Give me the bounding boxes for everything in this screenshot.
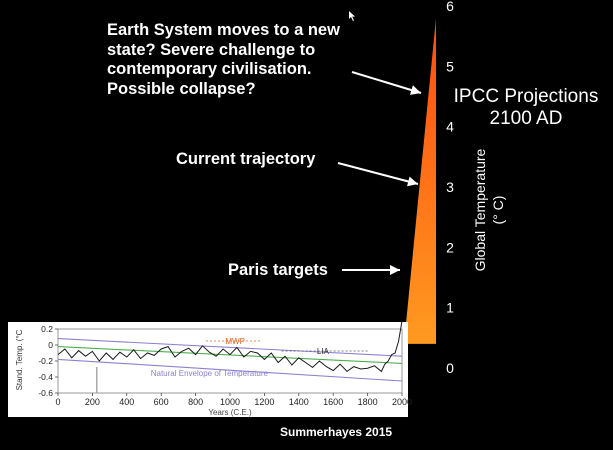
x-tick-label: 1600: [323, 397, 343, 407]
paleo-gap-bar: [96, 367, 98, 393]
current-arrow: [337, 162, 419, 185]
current-trajectory-annotation: Current trajectory: [176, 150, 316, 168]
x-tick-label: 400: [119, 397, 134, 407]
y-tick-label: 1: [446, 300, 454, 316]
mouse-cursor-icon: [349, 11, 355, 21]
collapse-annotation: Earth System moves to a new state? Sever…: [107, 21, 340, 99]
current-arrow-head: [407, 176, 418, 187]
y-tick-label: 6: [446, 0, 454, 14]
collapse-arrow-head: [409, 85, 421, 95]
collapse-arrow: [351, 71, 422, 94]
x-tick-label: 2000: [392, 397, 412, 407]
x-tick-label: 600: [154, 397, 169, 407]
y-tick-label: 0: [48, 340, 53, 350]
collapse-line: Possible collapse?: [107, 79, 256, 98]
x-axis-label: Years (C.E.): [208, 408, 252, 417]
collapse-line: state? Severe challenge to: [107, 40, 316, 59]
y-tick-label: -0.4: [38, 372, 53, 382]
envelope-upper-line: [57, 338, 403, 357]
projection-label-line: IPCC Projections: [453, 86, 599, 107]
annotation-arrows: [337, 71, 422, 275]
envelope-label: Natural Envelope of Temperature: [151, 369, 269, 378]
mwp-label: MWP: [225, 337, 245, 346]
paris-targets-annotation: Paris targets: [228, 261, 328, 279]
y-tick-label: 2: [446, 239, 454, 255]
x-tick-label: 1200: [254, 397, 274, 407]
y-axis-label: Stand. Temp. (°C: [15, 329, 24, 390]
x-tick-label: 0: [55, 397, 60, 407]
x-tick-label: 1400: [289, 397, 309, 407]
y-tick-label: 5: [446, 58, 454, 74]
projection-wedge: [404, 18, 436, 344]
x-tick-label: 1800: [358, 397, 378, 407]
x-tick-label: 200: [85, 397, 100, 407]
y-tick-label: 0: [446, 360, 454, 376]
paleo-chart: 0 200 400 600 800 1000 1200 1400 1600 1800 2000 0.2…: [8, 320, 412, 417]
y-tick-label: 0.2: [41, 324, 53, 334]
y-axis-label: (° C): [490, 196, 506, 225]
projection-label-line: 2100 AD: [489, 108, 563, 129]
source-credit: Summerhayes 2015: [280, 425, 393, 439]
y-tick-label: 3: [446, 179, 454, 195]
projection-label: IPCC Projections 2100 AD: [438, 86, 613, 130]
collapse-line: contemporary civilisation.: [107, 60, 312, 78]
envelope-lower-line: [57, 358, 403, 382]
x-tick-label: 1000: [220, 397, 240, 407]
y-tick-label: -0.2: [38, 356, 53, 366]
paris-arrow-head: [390, 265, 400, 275]
y-tick-label: 4: [446, 119, 454, 135]
projection-chart: 0 1 2 3 4 5 6 Global Temperature (° C): [404, 0, 506, 376]
x-tick-label: 800: [188, 397, 203, 407]
collapse-line: Earth System moves to a new: [107, 21, 340, 39]
y-tick-label: -0.6: [38, 388, 53, 398]
paleo-panel-background: [8, 322, 408, 417]
temperature-series-line: [57, 320, 403, 373]
y-axis-label: Global Temperature: [472, 148, 488, 271]
lia-label: LIA: [317, 347, 330, 356]
